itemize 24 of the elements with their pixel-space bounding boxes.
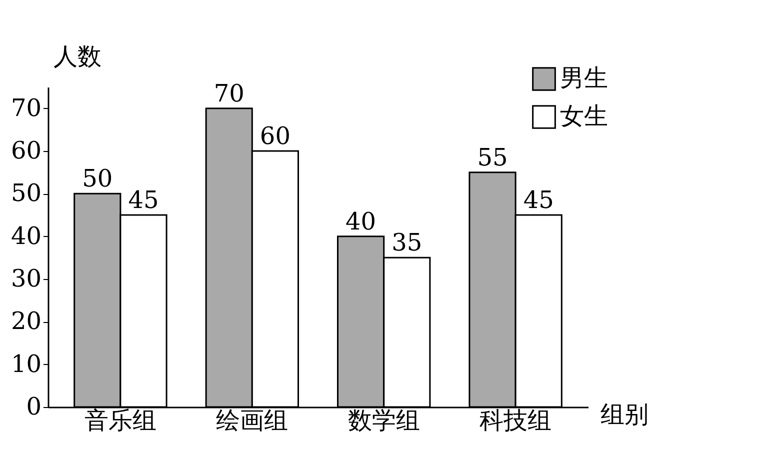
legend-label: 女生 <box>560 102 608 130</box>
x-tick-label: 绘画组 <box>216 406 288 434</box>
data-label: 35 <box>392 228 422 257</box>
y-tick-label: 30 <box>10 264 42 292</box>
y-tick-label: 20 <box>10 307 42 336</box>
data-label: 70 <box>214 79 244 108</box>
data-label: 45 <box>523 186 554 214</box>
x-tick-label: 数学组 <box>348 406 420 434</box>
data-label: 60 <box>260 122 290 150</box>
y-axis-title: 人数 <box>54 42 102 70</box>
data-label: 45 <box>128 186 159 214</box>
legend-label: 男生 <box>560 64 608 92</box>
x-tick-label: 音乐组 <box>84 406 156 434</box>
x-tick-label: 科技组 <box>480 406 552 434</box>
data-label: 50 <box>82 164 113 193</box>
y-tick-label: 60 <box>10 136 42 164</box>
y-tick-label: 50 <box>10 179 42 208</box>
y-tick-label: 40 <box>10 222 42 250</box>
y-tick-label: 70 <box>10 94 42 122</box>
y-tick-label: 0 <box>26 392 42 420</box>
x-axis-title: 组别 <box>600 400 648 428</box>
data-label: 55 <box>477 143 508 172</box>
data-label: 40 <box>346 207 376 236</box>
y-tick-label: 10 <box>10 350 42 378</box>
